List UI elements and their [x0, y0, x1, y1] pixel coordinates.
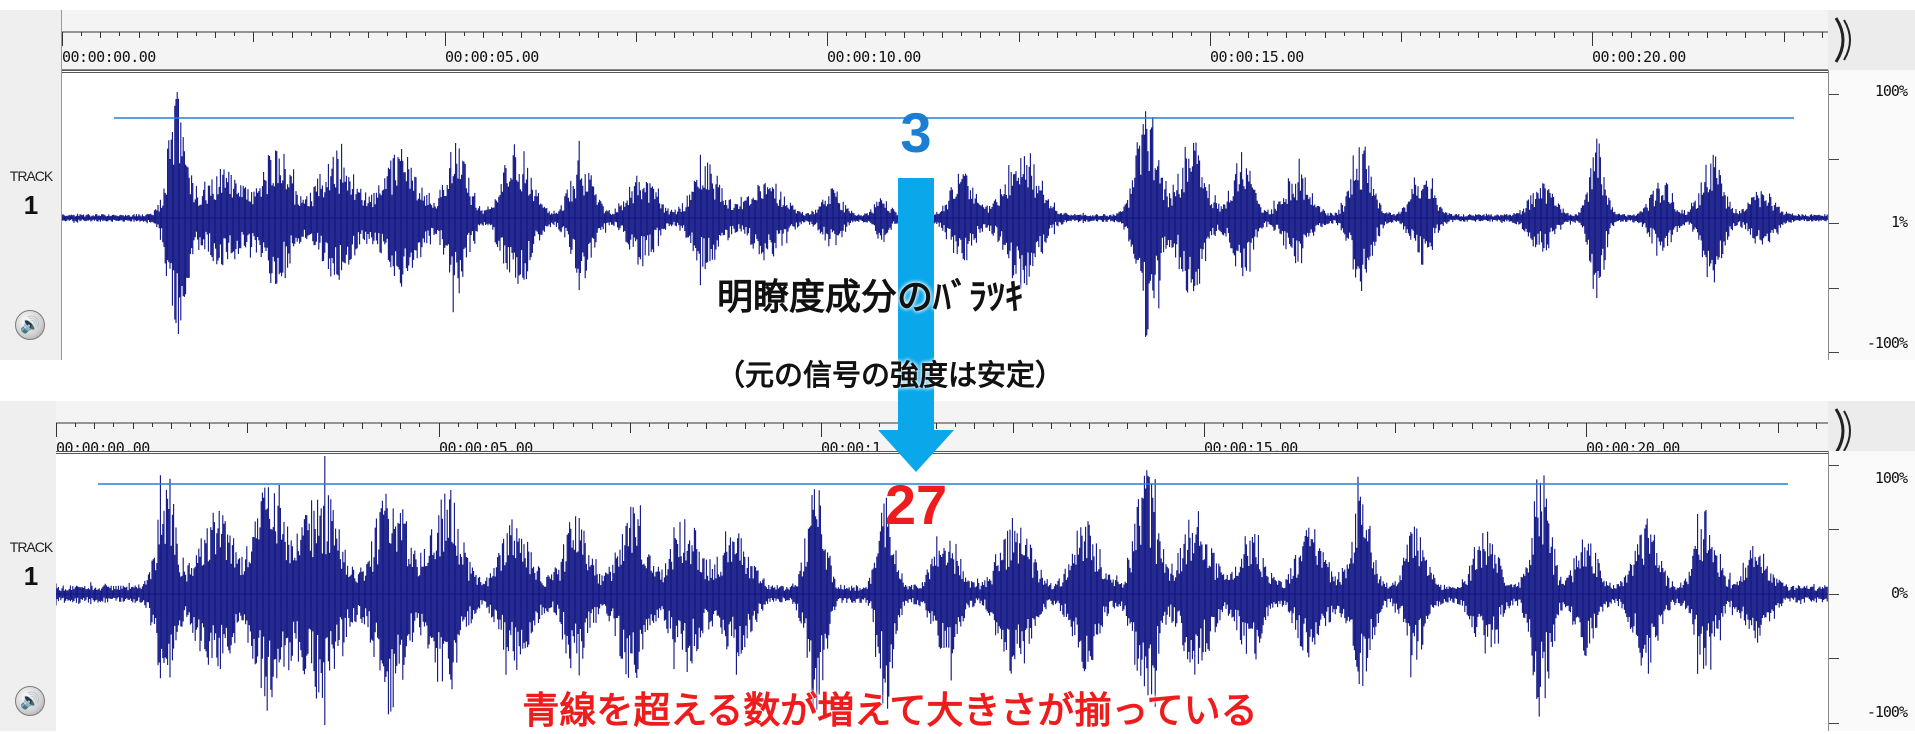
time-label: 00:00:00.00 [62, 48, 156, 66]
scale-label: -100% [1866, 334, 1908, 352]
count-bottom: 27 [884, 473, 948, 536]
time-label: 00:00:20.00 [1592, 48, 1686, 66]
bottom-waveform[interactable] [56, 451, 1828, 731]
top-waveform[interactable] [62, 70, 1828, 360]
track-label: TRACK [9, 539, 53, 555]
time-label: 00:00:10.00 [827, 48, 921, 66]
top-track-panel: TRACK 1 🔊 00:00:00.00 00:00:05.00 00:00:… [0, 10, 1915, 360]
caption-title: 明瞭度成分のﾊﾞﾗﾂｷ [716, 277, 1023, 318]
bottom-track-panel: TRACK 1 🔊 00:00:00.00 00:00:05.00 00:00:… [0, 401, 1915, 731]
scale-label: 0% [1890, 584, 1908, 602]
bottom-track-header: TRACK 1 🔊 [0, 401, 62, 731]
time-label: 00:00:15.00 [1210, 48, 1304, 66]
bottom-amplitude-scale: 100% 0% -100% [1828, 451, 1915, 731]
top-amplitude-scale: 100% 1% -100% [1828, 70, 1915, 360]
speaker-icon[interactable]: 🔊 [15, 310, 45, 340]
scale-label: -100% [1866, 703, 1908, 721]
top-track-header: TRACK 1 🔊 [0, 10, 62, 360]
bottom-note: 青線を超える数が増えて大きさが揃っている [522, 689, 1258, 732]
track-label: TRACK [9, 168, 53, 184]
track-number: 1 [23, 190, 39, 220]
time-label: 00:00:05.00 [445, 48, 539, 66]
track-number: 1 [23, 561, 39, 591]
scale-label: 100% [1874, 82, 1908, 100]
waveform-plot [56, 456, 1828, 726]
scale-label: 100% [1874, 469, 1908, 487]
scale-label: 1% [1890, 213, 1908, 231]
waveform-plot [62, 92, 1828, 337]
caption-subtitle: （元の信号の強度は安定） [715, 358, 1064, 392]
speaker-icon[interactable]: 🔊 [15, 686, 45, 716]
scroll-right-control[interactable] [1828, 10, 1915, 70]
top-timeline-ruler[interactable]: 00:00:00.00 00:00:05.00 00:00:10.00 00:0… [62, 10, 1828, 70]
count-top: 3 [900, 101, 932, 164]
